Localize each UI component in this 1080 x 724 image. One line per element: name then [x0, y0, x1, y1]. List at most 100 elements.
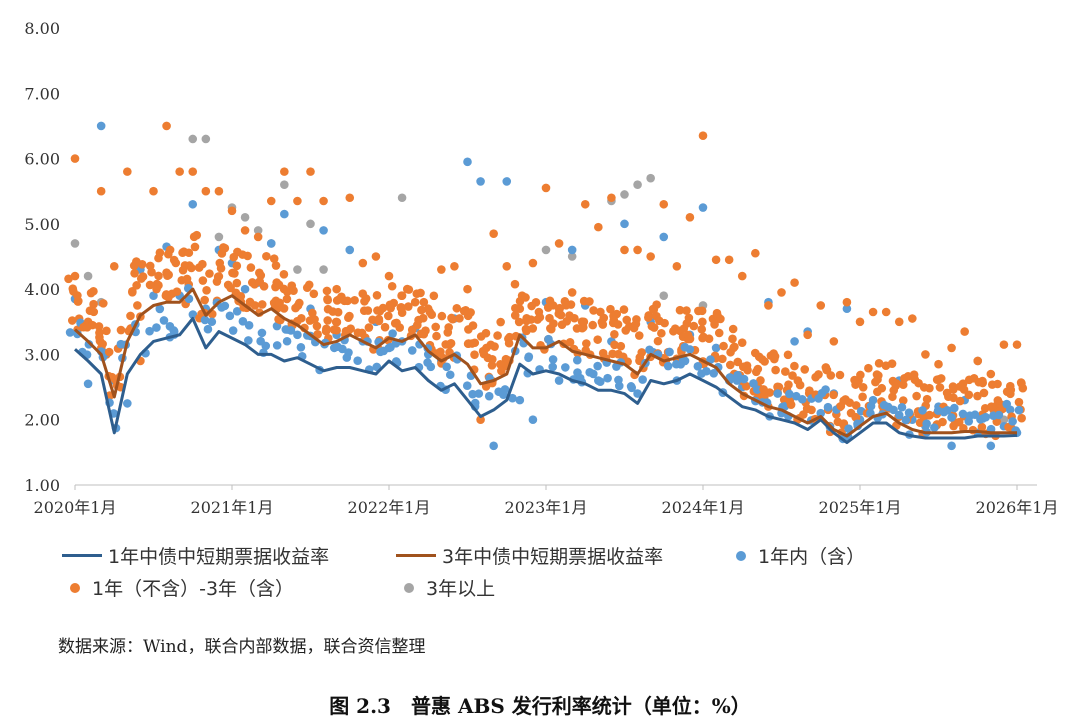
scatter-point	[225, 311, 235, 321]
scatter-point	[614, 381, 624, 391]
scatter-point	[493, 331, 502, 340]
scatter-point	[468, 389, 477, 399]
scatter-point	[528, 415, 538, 425]
scatter-point	[728, 324, 738, 334]
scatter-point	[313, 329, 322, 339]
scatter-point	[711, 343, 721, 353]
scatter-point	[350, 295, 359, 305]
scatter-point	[693, 362, 703, 371]
scatter-point	[332, 317, 342, 327]
scatter-point	[388, 329, 397, 338]
scatter-point	[410, 297, 420, 307]
scatter-point	[562, 316, 572, 326]
scatter-point	[842, 304, 852, 314]
scatter-point	[711, 255, 721, 265]
scatter-point	[844, 424, 853, 433]
scatter-point	[501, 354, 511, 364]
scatter-point	[580, 199, 590, 209]
scatter-point	[718, 354, 727, 364]
scatter-point	[935, 383, 945, 392]
scatter-point	[437, 265, 446, 274]
y-tick-label: 1.00	[24, 476, 60, 495]
scatter-point	[881, 307, 891, 317]
scatter-point	[977, 422, 987, 432]
scatter-point	[130, 269, 139, 278]
scatter-point	[484, 391, 494, 401]
scatter-point	[950, 403, 959, 413]
scatter-point	[496, 360, 505, 369]
scatter-point	[417, 305, 426, 315]
scatter-point	[419, 297, 429, 307]
legend-dot-swatch	[70, 582, 80, 593]
scatter-point	[279, 270, 289, 279]
scatter-point	[162, 121, 171, 131]
scatter-point	[660, 318, 669, 328]
scatter-point	[987, 402, 996, 412]
scatter-point	[593, 361, 602, 371]
scatter-point	[851, 401, 861, 410]
scatter-point	[429, 291, 439, 301]
scatter-point	[145, 280, 155, 290]
scatter-point	[622, 315, 632, 325]
scatter-point	[98, 339, 107, 349]
scatter-point	[588, 320, 598, 330]
scatter-point	[203, 324, 213, 334]
scatter-point	[476, 177, 485, 186]
scatter-point	[829, 337, 839, 346]
legend-label: 1年（不含）-3年（含）	[92, 578, 295, 600]
scatter-point	[922, 419, 931, 428]
scatter-point	[589, 306, 598, 315]
scatter-point	[753, 364, 763, 374]
scatter-point	[816, 408, 826, 418]
scatter-point	[645, 345, 654, 355]
scatter-point	[116, 339, 126, 349]
scatter-point	[128, 286, 137, 296]
scatter-point	[431, 322, 441, 332]
scatter-point	[855, 317, 865, 327]
scatter-point	[82, 323, 92, 332]
y-tick-label: 4.00	[24, 280, 60, 299]
scatter-point	[342, 353, 352, 362]
scatter-point	[706, 355, 715, 364]
scatter-point	[973, 391, 982, 401]
scatter-point	[613, 349, 623, 359]
scatter-point	[702, 366, 711, 376]
scatter-point	[289, 286, 298, 296]
scatter-point	[541, 183, 551, 193]
scatter-point	[464, 325, 473, 334]
scatter-point	[70, 154, 80, 163]
scatter-point	[732, 376, 742, 385]
scatter-point	[764, 301, 773, 310]
scatter-point	[392, 318, 401, 328]
scatter-point	[126, 311, 135, 321]
series-line-1y	[73, 317, 1018, 445]
scatter-point	[1014, 405, 1024, 415]
scatter-point	[697, 324, 707, 334]
scatter-point	[556, 310, 566, 320]
scatter-point	[345, 245, 355, 255]
scatter-point	[132, 257, 141, 266]
scatter-point	[407, 346, 417, 355]
scatter-point	[329, 325, 339, 334]
scatter-point	[207, 317, 217, 327]
scatter-point	[190, 242, 200, 252]
scatter-point	[387, 281, 397, 291]
scatter-point	[589, 369, 598, 379]
scatter-point	[585, 297, 594, 306]
scatter-point	[69, 286, 78, 296]
scatter-point	[1005, 405, 1015, 415]
scatter-point	[548, 362, 558, 372]
scatter-point	[345, 311, 354, 321]
scatter-point	[272, 341, 282, 350]
scatter-point	[619, 305, 629, 314]
scatter-point	[243, 251, 252, 261]
scatter-point	[770, 352, 780, 361]
scatter-point	[567, 288, 577, 297]
scatter-point	[698, 203, 708, 212]
scatter-point	[904, 408, 914, 417]
scatter-point	[244, 321, 254, 330]
scatter-point	[152, 323, 161, 332]
scatter-point	[404, 302, 413, 311]
scatter-point	[785, 396, 795, 405]
scatter-point	[742, 381, 751, 391]
